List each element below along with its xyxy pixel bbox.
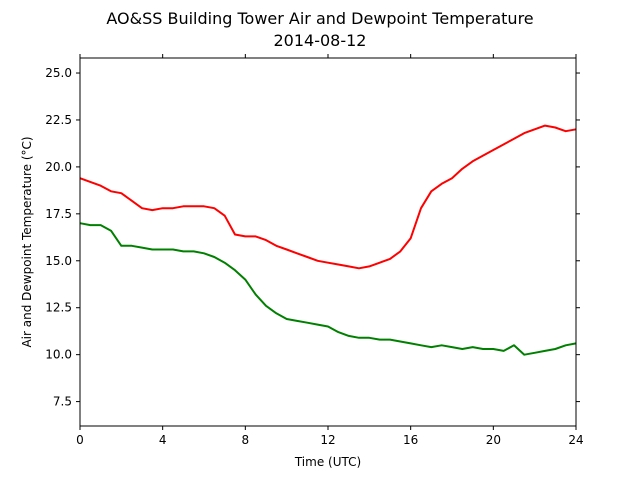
y-tick-label: 15.0 [45, 254, 72, 268]
y-tick-label: 12.5 [45, 301, 72, 315]
x-axis-label: Time (UTC) [294, 455, 361, 469]
y-tick-label: 17.5 [45, 207, 72, 221]
series-line-2 [79, 222, 577, 356]
x-tick-label: 20 [486, 433, 501, 447]
y-axis-label: Air and Dewpoint Temperature (°C) [20, 136, 34, 347]
x-tick-label: 0 [76, 433, 84, 447]
y-tick-label: 10.0 [45, 348, 72, 362]
series-line-1 [79, 124, 577, 270]
chart-subtitle: 2014-08-12 [274, 31, 367, 50]
x-tick-label: 4 [159, 433, 167, 447]
y-tick-label: 25.0 [45, 66, 72, 80]
x-tick-label: 12 [320, 433, 335, 447]
y-tick-label: 22.5 [45, 113, 72, 127]
x-tick-label: 8 [242, 433, 250, 447]
y-tick-label: 20.0 [45, 160, 72, 174]
x-tick-label: 24 [568, 433, 583, 447]
y-tick-label: 7.5 [53, 395, 72, 409]
chart-title: AO&SS Building Tower Air and Dewpoint Te… [106, 9, 533, 28]
plot-frame [79, 57, 577, 427]
x-axis-ticks: 0 4 8 12 16 20 24 [76, 54, 584, 447]
x-tick-label: 16 [403, 433, 418, 447]
y-axis-ticks: 7.5 10.0 12.5 15.0 17.5 20.0 22.5 25.0 [45, 66, 580, 409]
series-lines [79, 124, 577, 356]
